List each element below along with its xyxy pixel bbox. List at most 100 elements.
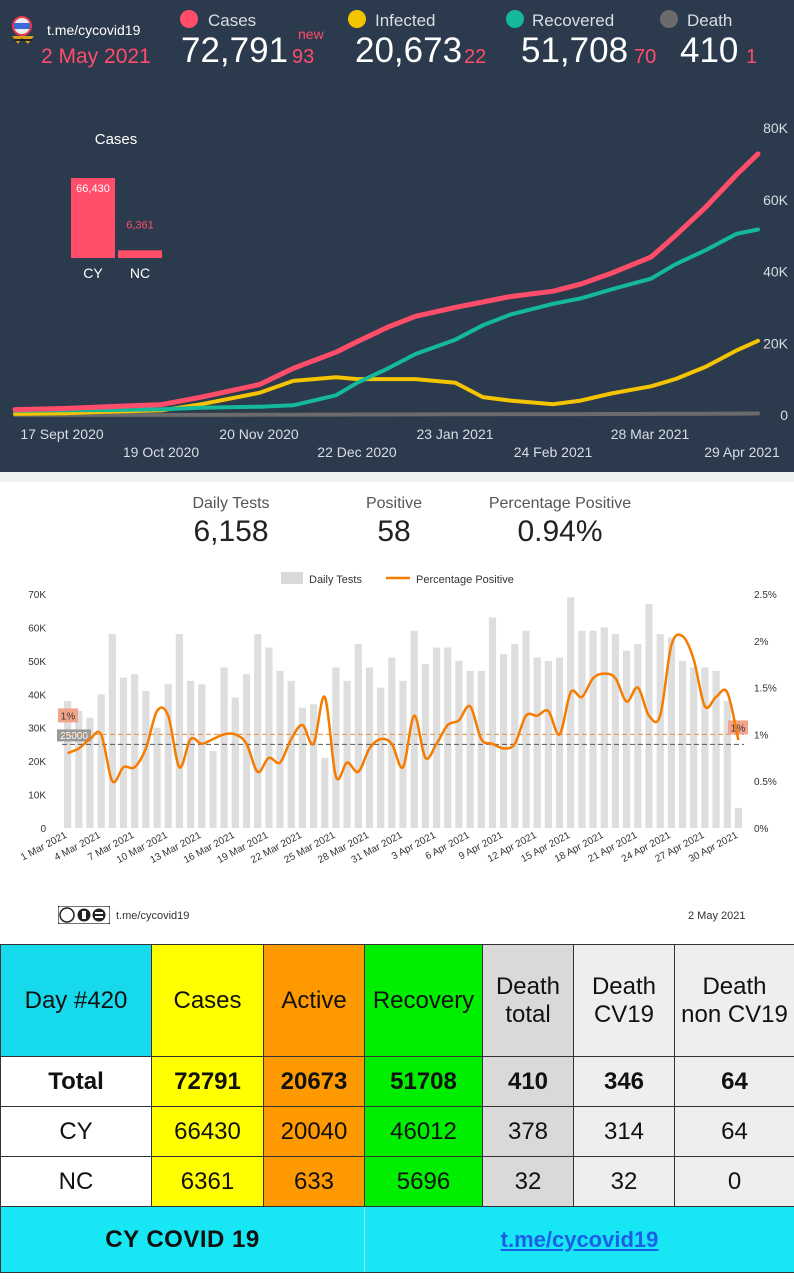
death-non-cv19-cell: 0 (674, 1156, 794, 1207)
row-label: Total (0, 1056, 152, 1107)
active-cell: 20040 (263, 1106, 365, 1157)
daily-tests-bar (734, 807, 742, 828)
row-label: CY (0, 1106, 152, 1157)
daily-tests-bar (97, 694, 105, 828)
reference-label-tests-box (57, 729, 91, 742)
daily-tests-bar (690, 667, 698, 828)
series-line-recovered (13, 227, 760, 413)
daily-tests-bar (533, 657, 541, 828)
active-cell: 20673 (263, 1056, 365, 1107)
death-non-cv19-header: Death non CV19 (674, 944, 794, 1057)
recovery-header: Recovery (364, 944, 483, 1057)
infected-new: 22 (464, 46, 487, 68)
recovered-value: 51,708 (521, 31, 629, 70)
infected-label: Infected (375, 11, 436, 30)
daily-tests-bar (511, 644, 519, 828)
chart-footer-channel: t.me/cycovid19 (116, 910, 190, 922)
daily-tests-bar (354, 644, 362, 828)
daily-tests-bar (634, 644, 642, 828)
y-left-tick-label: 30K (28, 724, 46, 735)
active-header: Active (263, 944, 365, 1057)
daily-tests-bar (522, 630, 530, 828)
x-tick-label: 24 Feb 2021 (514, 444, 593, 460)
x-tick-label: 22 Dec 2020 (317, 444, 397, 460)
daily-tests-bar (567, 597, 575, 828)
y-left-tick-label: 50K (28, 657, 46, 668)
chart-footer-date: 2 May 2021 (688, 910, 746, 922)
x-tick-label: 28 Mar 2021 (611, 426, 690, 442)
death-cv19-header: Death CV19 (573, 944, 675, 1057)
death-new: 1 (746, 46, 758, 68)
death-cv19-cell: 314 (573, 1106, 675, 1157)
footer-link-cell: t.me/cycovid19 (364, 1206, 794, 1273)
daily-tests-bar (433, 647, 441, 828)
death-non-cv19-cell: 64 (674, 1106, 794, 1157)
percentage-positive-line (67, 633, 740, 784)
infected-value: 20,673 (355, 31, 463, 70)
death-legend-dot (660, 10, 678, 28)
daily-tests-bar (187, 680, 195, 828)
table-row-cy: CY 66430 20040 46012 378 314 64 (0, 1106, 794, 1157)
daily-tests-bar (287, 680, 295, 828)
daily-tests-bar (667, 637, 675, 828)
cases-new: 93 (292, 46, 315, 68)
recovery-cell: 46012 (364, 1106, 483, 1157)
daily-tests-bar (265, 647, 273, 828)
day-number-header: Day #420 (0, 944, 152, 1057)
daily-tests-bar (164, 684, 172, 828)
inset-bar-nc (118, 250, 162, 258)
x-tick-label: 17 Sept 2020 (20, 426, 104, 442)
series-line-cases (12, 151, 761, 413)
cases-cell: 72791 (151, 1056, 264, 1107)
inset-bar-category-label: CY (83, 265, 103, 281)
legend-swatch-daily-tests (281, 572, 303, 584)
daily-tests-bar (701, 667, 709, 828)
cases-legend-dot (180, 10, 198, 28)
x-tick-label: 20 Nov 2020 (219, 426, 299, 442)
daily-tests-bar (410, 630, 418, 828)
daily-tests-bar (276, 670, 284, 828)
positive-value: 58 (377, 515, 411, 548)
daily-tests-bar (254, 634, 262, 828)
x-tick-label: 29 Apr 2021 (704, 444, 780, 460)
y-tick-label: 80K (763, 120, 789, 136)
daily-tests-bar (86, 717, 94, 828)
y-right-tick-label: 1% (754, 730, 769, 741)
x-tick-label: 23 Jan 2021 (416, 426, 493, 442)
y-left-tick-label: 70K (28, 590, 46, 601)
summary-table: Day #420 Cases Active Recovery Death tota… (0, 944, 794, 1273)
table-header-row: Day #420 Cases Active Recovery Death tota… (0, 944, 794, 1057)
reference-label-percent-box-right (728, 720, 748, 735)
row-label: NC (0, 1156, 152, 1207)
inset-chart-title: Cases (95, 131, 138, 148)
cycovid-logo-icon (12, 16, 34, 44)
daily-tests-bar (108, 634, 116, 828)
recovered-legend-dot (506, 10, 524, 28)
death-non-cv19-cell: 64 (674, 1056, 794, 1107)
reference-label-percent-box-left (58, 708, 78, 723)
daily-tests-bar (500, 654, 508, 828)
daily-tests-bar (310, 704, 318, 828)
series-line-infected (13, 338, 760, 416)
y-tick-label: 20K (763, 335, 789, 351)
death-total-cell: 32 (482, 1156, 574, 1207)
x-tick-label: 19 Oct 2020 (123, 444, 199, 460)
series-line-death (13, 411, 760, 417)
reference-label-percent-right: 1% (731, 723, 746, 734)
y-left-tick-label: 20K (28, 757, 46, 768)
active-cell: 633 (263, 1156, 365, 1207)
daily-tests-bar (589, 630, 597, 828)
recovery-cell: 51708 (364, 1056, 483, 1107)
creative-commons-icon (58, 906, 110, 924)
daily-tests-bar (242, 674, 251, 828)
death-total-cell: 378 (482, 1106, 574, 1157)
positive-label: Positive (365, 495, 423, 512)
daily-tests-bar (175, 634, 183, 828)
legend-label-daily-tests: Daily Tests (309, 574, 362, 586)
daily-tests-bar (231, 697, 239, 828)
daily-tests-bar (153, 727, 161, 828)
daily-tests-bar (321, 757, 329, 828)
panel-separator (0, 472, 794, 482)
channel-link[interactable]: t.me/cycovid19 (500, 1226, 659, 1252)
recovery-cell: 5696 (364, 1156, 483, 1207)
